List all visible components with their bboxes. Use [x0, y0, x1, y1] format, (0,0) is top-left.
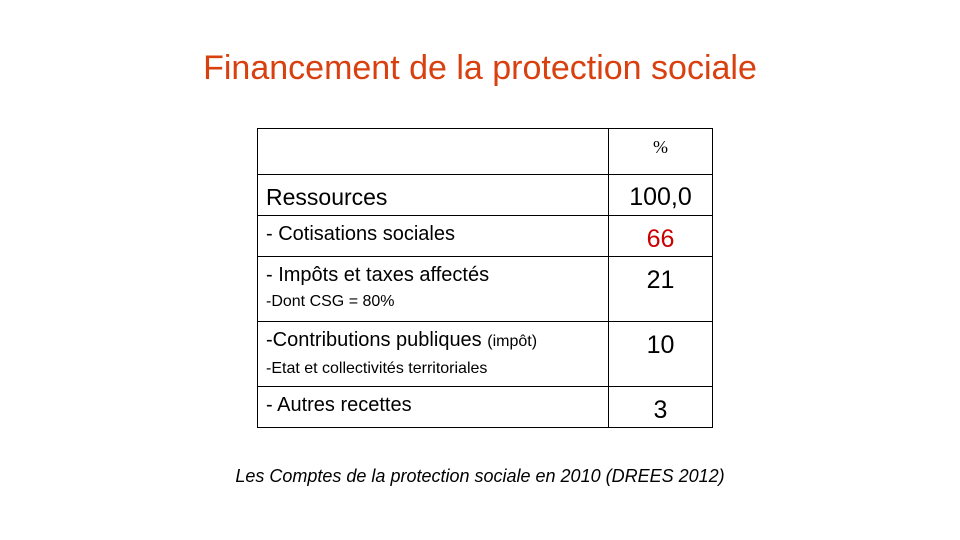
row-value-cell: 3 [608, 386, 713, 428]
row-value-cell: 100,0 [608, 174, 713, 216]
row-value: 21 [646, 266, 675, 294]
row-sublabel: -Dont CSG = 80% [266, 293, 395, 310]
header-empty-cell [257, 128, 609, 175]
row-value-cell: 10 [608, 321, 713, 387]
row-label: - Cotisations sociales [266, 223, 455, 245]
financing-table: % Ressources 100,0 - Cotisations sociale… [257, 128, 713, 428]
source-citation: Les Comptes de la protection sociale en … [235, 466, 725, 486]
row-label-cell: Ressources [257, 174, 609, 216]
row-value: 3 [653, 396, 668, 424]
header-unit-cell: % [608, 128, 713, 175]
row-label-cell: -Contributions publiques (impôt) -Etat e… [257, 321, 609, 387]
row-label-cell: - Autres recettes [257, 386, 609, 428]
table-row-contributions: -Contributions publiques (impôt) -Etat e… [257, 321, 713, 387]
row-value: 100,0 [629, 183, 692, 211]
row-value: 10 [646, 331, 675, 359]
row-label: - Impôts et taxes affectés [266, 264, 490, 286]
row-label-cell: - Impôts et taxes affectés -Dont CSG = 8… [257, 256, 609, 322]
row-value-cell: 66 [608, 215, 713, 257]
row-label: Ressources [266, 184, 388, 210]
row-label-suffix: (impôt) [487, 333, 538, 350]
row-value-cell: 21 [608, 256, 713, 322]
table-header-row: % [257, 128, 713, 175]
table-row-cotisations: - Cotisations sociales 66 [257, 215, 713, 257]
row-label: -Contributions publiques [266, 329, 488, 351]
row-label: - Autres recettes [266, 394, 412, 416]
slide-title: Financement de la protection sociale [203, 49, 757, 87]
table-row-ressources: Ressources 100,0 [257, 174, 713, 216]
row-value-highlighted: 66 [646, 225, 675, 253]
row-sublabel: -Etat et collectivités territoriales [266, 360, 488, 377]
table-row-autres: - Autres recettes 3 [257, 386, 713, 428]
table-row-impots: - Impôts et taxes affectés -Dont CSG = 8… [257, 256, 713, 322]
unit-percent: % [653, 137, 668, 157]
row-label-cell: - Cotisations sociales [257, 215, 609, 257]
row-label-line: -Contributions publiques (impôt) [258, 322, 608, 354]
